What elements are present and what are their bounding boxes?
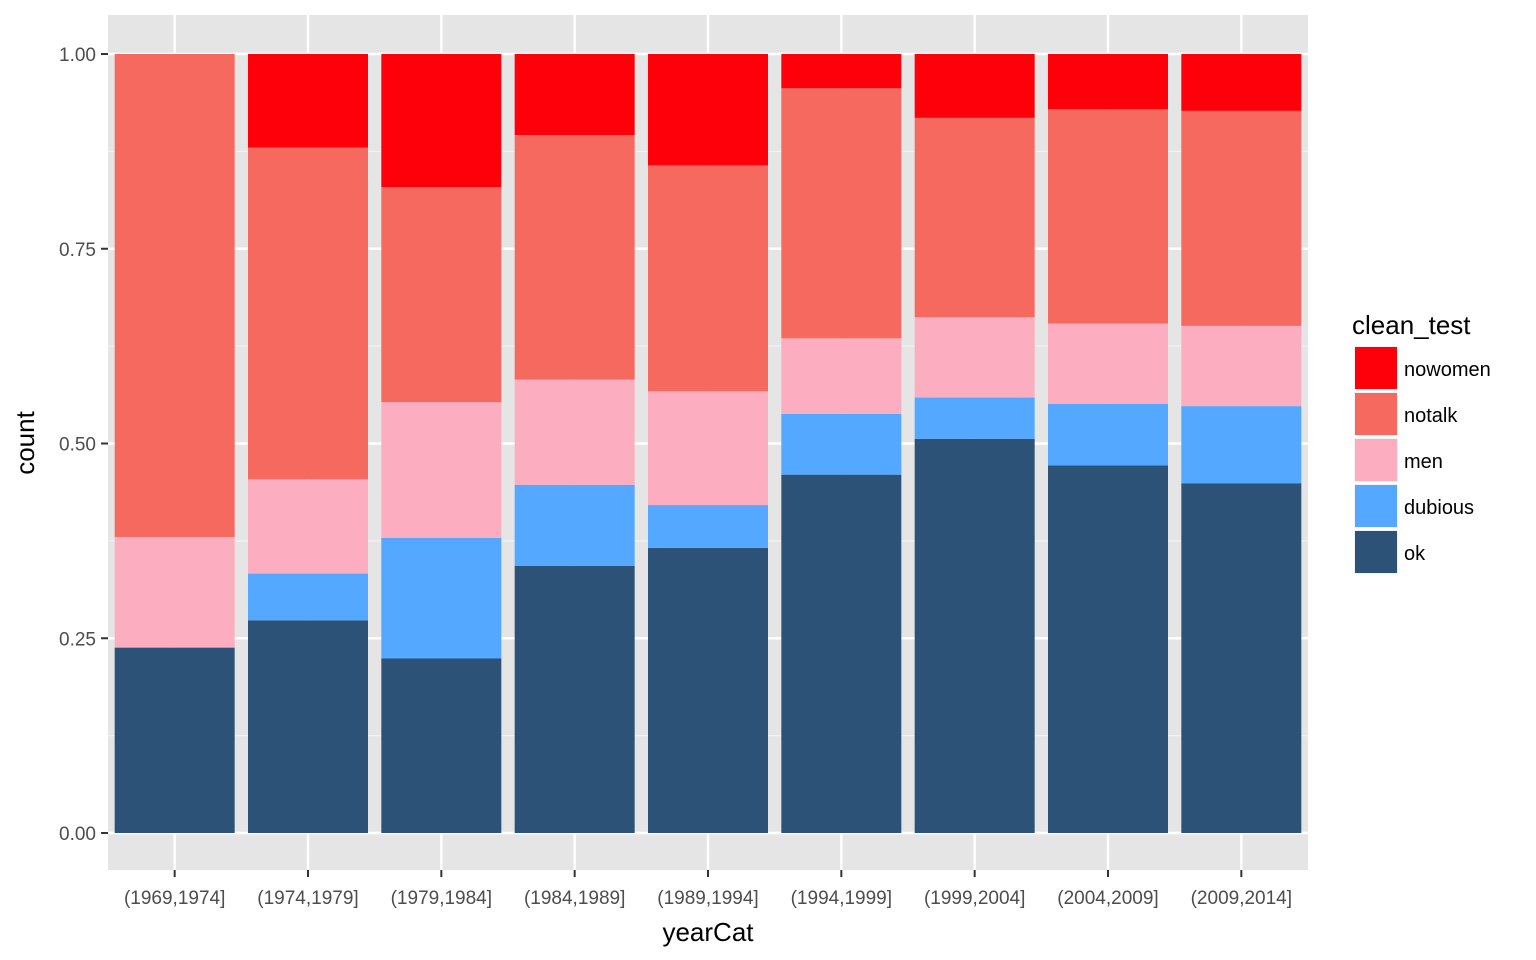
legend-swatch-nowomen [1355, 347, 1397, 389]
bar-segment-ok [914, 438, 1035, 833]
x-tick-label: (1984,1989] [524, 888, 625, 909]
bar-segment-dubious [648, 505, 768, 548]
x-tick-label: (2009,2014] [1191, 888, 1292, 909]
bar-segment-ok [514, 565, 635, 833]
y-tick-label: 0.25 [59, 629, 96, 650]
bar-segment-nowomen [914, 54, 1035, 118]
bar-segment-notalk [781, 88, 902, 339]
legend-swatch-ok [1355, 531, 1397, 573]
bar-segment-notalk [381, 187, 502, 403]
x-tick-label: (2004,2009] [1057, 888, 1158, 909]
x-tick-label: (1999,2004] [924, 888, 1025, 909]
y-tick-label: 0.75 [59, 240, 96, 261]
bar-segment-ok [248, 620, 368, 833]
x-tick-label: (1994,1999] [791, 888, 892, 909]
x-axis-title: yearCat [662, 917, 754, 947]
bar-segment-notalk [114, 54, 235, 537]
bar-segment-nowomen [248, 54, 368, 148]
legend-label-nowomen: nowomen [1404, 359, 1491, 381]
bar-segment-ok [381, 658, 502, 833]
bars [114, 54, 1302, 833]
x-tick-label: (1989,1994] [657, 888, 758, 909]
bar-segment-notalk [914, 117, 1035, 318]
x-axis: (1969,1974] (1974,1979] (1979,1984] (1984,1… [124, 870, 1292, 909]
bar-segment-notalk [1048, 109, 1168, 324]
y-tick-label: 0.50 [59, 435, 96, 456]
bar-segment-ok [1181, 483, 1302, 833]
bar-segment-dubious [514, 484, 635, 566]
bar-segment-men [114, 536, 235, 648]
bar-segment-ok [114, 647, 235, 833]
bar-segment-dubious [1048, 403, 1168, 466]
bar-segment-dubious [781, 413, 902, 475]
bar-segment-dubious [1181, 406, 1302, 484]
bar-segment-nowomen [1181, 54, 1302, 111]
bar-segment-dubious [248, 573, 368, 621]
legend-swatch-men [1355, 439, 1397, 481]
y-tick-label: 1.00 [59, 45, 96, 66]
bar-segment-men [514, 379, 635, 485]
bar-segment-men [381, 402, 502, 538]
bar-segment-nowomen [1048, 54, 1168, 110]
bar-segment-dubious [381, 537, 502, 659]
bar-segment-men [248, 479, 368, 574]
legend-label-dubious: dubious [1404, 497, 1474, 519]
bar-segment-nowomen [514, 54, 635, 136]
x-tick-label: (1974,1979] [257, 888, 358, 909]
y-tick-label: 0.00 [59, 824, 96, 845]
legend-label-men: men [1404, 451, 1443, 473]
legend-swatch-notalk [1355, 393, 1397, 435]
x-tick-label: (1969,1974] [124, 888, 225, 909]
bar-segment-men [914, 317, 1035, 398]
legend-swatch-dubious [1355, 485, 1397, 527]
bar-segment-nowomen [381, 54, 502, 188]
legend-title: clean_test [1352, 310, 1471, 340]
bar-segment-men [648, 391, 768, 506]
y-axis-title: count [10, 410, 40, 474]
bar-segment-ok [648, 547, 768, 833]
legend-label-ok: ok [1404, 543, 1426, 565]
y-axis: 0.00 0.25 0.50 0.75 1.00 [59, 45, 108, 845]
bar-segment-notalk [514, 135, 635, 380]
bar-segment-notalk [248, 147, 368, 480]
bar-segment-men [1181, 325, 1302, 407]
legend-label-notalk: notalk [1404, 405, 1458, 427]
bar-segment-men [781, 338, 902, 414]
bar-segment-dubious [914, 397, 1035, 439]
bar-segment-nowomen [648, 54, 768, 166]
bar-segment-notalk [648, 165, 768, 392]
bar-segment-ok [781, 474, 902, 833]
bar-segment-men [1048, 323, 1168, 404]
legend: clean_test nowomen notalk men dubious ok [1352, 310, 1491, 574]
bar-segment-ok [1048, 465, 1168, 833]
bar-segment-nowomen [781, 54, 902, 89]
x-tick-label: (1979,1984] [391, 888, 492, 909]
bar-segment-notalk [1181, 110, 1302, 326]
